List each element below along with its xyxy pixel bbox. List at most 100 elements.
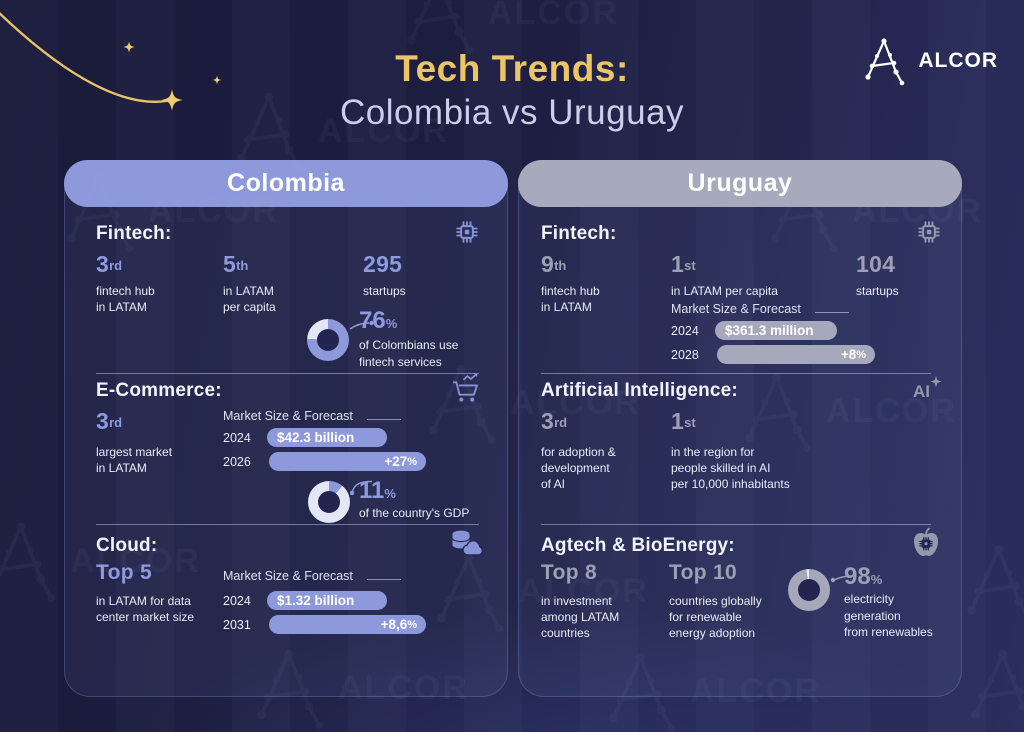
agtech-apple-chip-icon (914, 527, 938, 556)
uruguay-ai-stat-1: 3rd for adoption & development of AI (541, 408, 616, 491)
alcor-watermark: ALCOR (958, 540, 1024, 626)
colombia-cloud-heading: Cloud: (96, 535, 158, 556)
svg-text:AI: AI (913, 382, 930, 401)
agtech-donut-chart (788, 569, 830, 611)
stat-desc: in LATAM (223, 284, 274, 298)
forecast-bar: $1.32 billion (267, 591, 387, 610)
agtech-donut-label: 98% (844, 563, 883, 590)
section-divider (96, 373, 479, 374)
forecast-underline (366, 418, 401, 420)
stat-desc: per capita (223, 300, 276, 314)
forecast-year: 2028 (671, 347, 699, 362)
stat-desc: startups (363, 284, 406, 298)
alcor-watermark: ALCOR (962, 645, 1024, 731)
forecast-row: 2024 $42.3 billion (223, 428, 387, 447)
stat-suffix: rd (554, 415, 568, 430)
stat-value: 9 (541, 251, 555, 277)
alcor-constellation-icon (864, 37, 906, 86)
ecommerce-donut-chart (308, 481, 350, 523)
fintech-donut-label: 76% (359, 307, 397, 335)
forecast-row: 2031 +8,6% (223, 615, 426, 634)
colombia-fintech-stat-2: 5th in LATAM per capita (223, 251, 276, 315)
colombia-cloud-stat-1: Top 5 in LATAM for data center market siz… (96, 561, 195, 624)
forecast-year: 2024 (223, 593, 251, 608)
donut-pointer-line (349, 320, 374, 330)
forecast-bar: +8,6% (269, 615, 426, 634)
colombia-header: Colombia (64, 160, 508, 207)
stat-suffix: th (554, 258, 567, 273)
colombia-fintech-heading: Fintech: (96, 223, 172, 244)
stat-suffix: st (684, 258, 696, 273)
colombia-panel: Colombia Fintech: 3rd fintech hub in LATA… (64, 160, 508, 697)
stat-value: 3 (96, 408, 110, 434)
ai-sparkle-icon: AI (913, 376, 942, 401)
stat-value: Top 5 (96, 561, 152, 584)
uruguay-header: Uruguay (518, 160, 962, 207)
comet-decoration (0, 12, 222, 111)
forecast-row: 2026 +27% (223, 452, 426, 471)
forecast-title: Market Size & Forecast (223, 409, 401, 423)
ecommerce-donut-label: 11% (359, 477, 396, 504)
stat-value: Top 10 (669, 561, 737, 584)
stat-value: 5 (223, 251, 237, 277)
stat-value: 1 (671, 251, 685, 277)
uruguay-fintech-heading: Fintech: (541, 223, 617, 244)
forecast-bar: +8% (717, 345, 875, 364)
forecast-underline (366, 578, 401, 580)
agtech-donut-desc: electricity generation from renewables (844, 592, 933, 639)
forecast-row: 2024 $1.32 billion (223, 591, 387, 610)
stat-suffix: th (236, 258, 249, 273)
stat-value: 3 (96, 251, 110, 277)
uruguay-agtech-stat-1: Top 8 in investment among LATAM countries (541, 561, 620, 640)
section-divider (96, 524, 479, 525)
uruguay-agtech-stat-2: Top 10 countries globally for renewable en… (669, 561, 762, 640)
page-subtitle: Colombia vs Uruguay (339, 93, 685, 132)
donut-value: 76 (359, 307, 386, 334)
stat-value: 104 (856, 251, 896, 277)
uruguay-ai-heading: Artificial Intelligence: (541, 380, 738, 401)
uruguay-agtech-heading: Agtech & BioEnergy: (541, 535, 735, 556)
stat-value: 1 (671, 408, 685, 434)
forecast-title: Market Size & Forecast (223, 569, 401, 583)
forecast-bar: $361.3 million (715, 321, 837, 340)
uruguay-fintech-stat-2: 1st in LATAM per capita (671, 251, 778, 298)
donut-pointer-line (830, 575, 854, 583)
database-cloud-icon (451, 530, 484, 556)
uruguay-ai-stat-2: 1st in the region for people skilled in A… (671, 408, 790, 491)
uruguay-fintech-stat-3: 104 startups (856, 251, 899, 298)
forecast-year: 2031 (223, 617, 251, 632)
brand-name: ALCOR (918, 49, 998, 72)
cart-growth-icon (453, 373, 478, 402)
ecommerce-donut-desc: of the country's GDP (359, 506, 470, 520)
stat-suffix: rd (109, 415, 123, 430)
forecast-title: Market Size & Forecast (671, 302, 849, 316)
stat-value: 295 (363, 251, 403, 277)
brand-logo: ALCOR (860, 36, 998, 86)
donut-pointer-line (350, 480, 373, 495)
stat-suffix: st (684, 415, 696, 430)
forecast-underline (814, 311, 849, 313)
section-divider (541, 373, 931, 374)
colombia-fintech-stat-1: 3rd fintech hub in LATAM (96, 251, 155, 315)
colombia-ecommerce-heading: E-Commerce: (96, 380, 222, 401)
uruguay-panel: Uruguay Fintech: 9th fintech hub in LATAM… (518, 160, 962, 697)
uruguay-fintech-stat-1: 9th fintech hub in LATAM (541, 251, 600, 314)
section-divider (541, 524, 931, 525)
stat-desc: in LATAM (96, 300, 147, 314)
colombia-ecommerce-stat-1: 3rd largest market in LATAM (96, 408, 173, 475)
forecast-row: 2028 +8% (671, 345, 875, 364)
chip-icon (918, 221, 940, 243)
forecast-bar: $42.3 billion (267, 428, 387, 447)
forecast-bar: +27% (269, 452, 426, 471)
colombia-fintech-stat-3: 295 startups (363, 251, 406, 299)
stat-value: Top 8 (541, 561, 597, 584)
forecast-row: 2024 $361.3 million (671, 321, 837, 340)
stat-desc: fintech hub (96, 284, 155, 298)
stat-suffix: rd (109, 258, 123, 273)
chip-icon (456, 221, 478, 243)
forecast-year: 2024 (671, 323, 699, 338)
forecast-year: 2024 (223, 430, 251, 445)
fintech-donut-desc: of Colombians use fintech services (359, 338, 459, 369)
donut-suffix: % (385, 316, 398, 331)
